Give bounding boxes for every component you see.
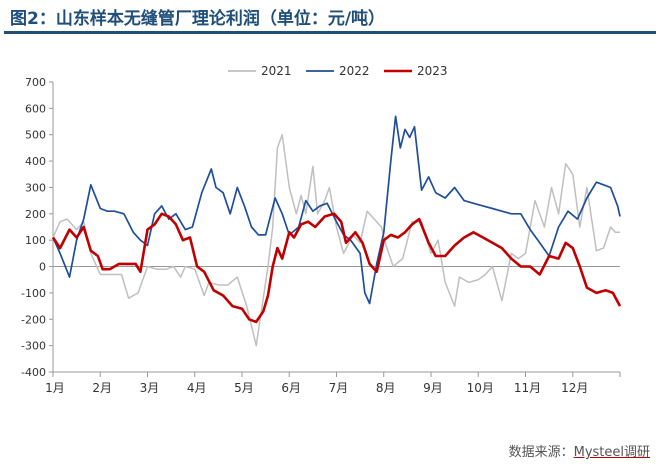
legend-label-2022: 2022	[339, 64, 370, 78]
x-tick-label: 5月	[234, 381, 254, 395]
series-line-2021	[52, 133, 620, 347]
y-tick-label: 200	[25, 208, 46, 221]
source-note: 数据来源：Mysteel调研	[509, 441, 650, 460]
x-tick-label: 11月	[514, 381, 541, 395]
y-axis: -400 -300 -200 -100 0 100 200 300 400 500 600 700	[21, 76, 54, 379]
chart-title: 图2：山东样本无缝管厂理论利润（单位：元/吨）	[4, 4, 656, 34]
legend-label-2023: 2023	[417, 64, 448, 78]
y-tick-label: 300	[25, 181, 46, 194]
x-tick-label: 6月	[281, 381, 301, 395]
legend-label-2021: 2021	[261, 64, 292, 78]
y-tick-label: -400	[21, 366, 46, 379]
y-tick-label: -300	[21, 340, 46, 353]
y-tick-label: 100	[25, 234, 46, 247]
x-tick-label: 12月	[561, 381, 588, 395]
x-tick-label: 4月	[187, 381, 207, 395]
y-tick-label: 700	[25, 76, 46, 89]
x-tick-label: 2月	[92, 381, 112, 395]
y-tick-label: 0	[39, 261, 46, 274]
x-tick-label: 10月	[467, 381, 494, 395]
legend: 2021 2022 2023	[228, 64, 448, 78]
plot-area	[51, 115, 622, 347]
y-tick-label: -200	[21, 313, 46, 326]
x-tick-label: 7月	[329, 381, 349, 395]
series-line-2023	[51, 212, 622, 324]
y-tick-label: 400	[25, 155, 46, 168]
x-tick-label: 9月	[423, 381, 443, 395]
series-line-2022	[52, 115, 621, 305]
source-label: 数据来源：	[508, 445, 574, 460]
y-tick-label: 600	[25, 102, 46, 115]
y-tick-label: -100	[21, 287, 46, 300]
x-tick-label: 8月	[376, 381, 396, 395]
x-tick-label: 1月	[45, 381, 65, 395]
x-tick-label: 3月	[140, 381, 160, 395]
y-tick-label: 500	[25, 129, 46, 142]
source-brand: Mysteel调研	[573, 445, 650, 460]
x-axis: 1月 2月 3月 4月 5月 6月 7月 8月 9月 10月 11月 12月	[45, 266, 621, 395]
